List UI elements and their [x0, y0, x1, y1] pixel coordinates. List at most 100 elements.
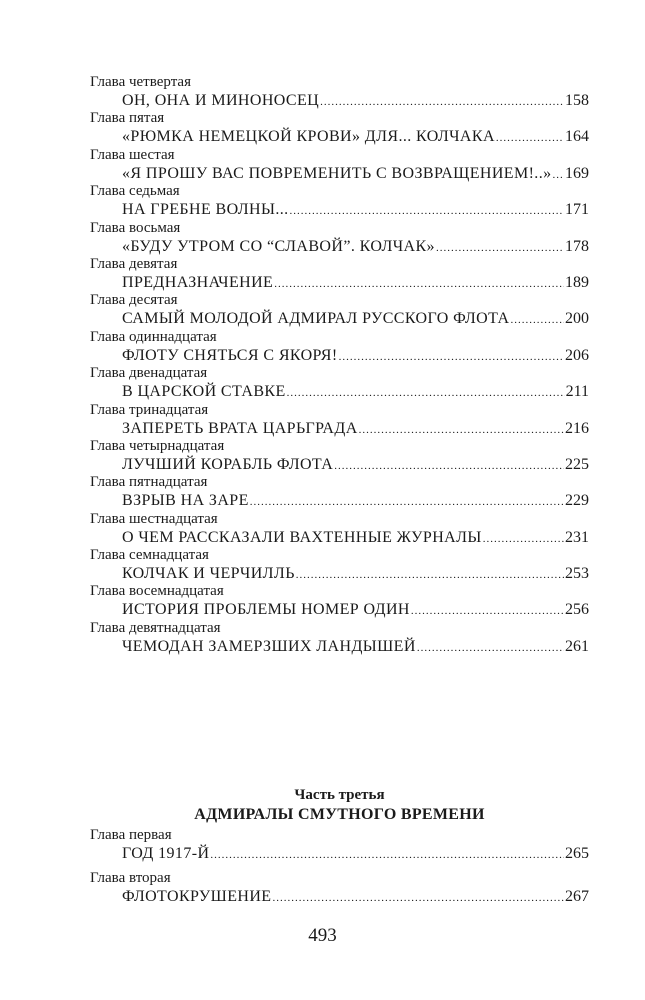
chapter-label: Глава восьмая [90, 219, 181, 236]
chapter-title: ЗАПЕРЕТЬ ВРАТА ЦАРЬГРАДА [122, 419, 358, 437]
dot-leader [334, 456, 564, 475]
chapter-label: Глава пятая [90, 110, 165, 127]
chapter-title: ИСТОРИЯ ПРОБЛЕМЫ НОМЕР ОДИН [122, 601, 410, 619]
chapter-title: ПРЕДНАЗНАЧЕНИЕ [122, 273, 274, 291]
chapter-line: ГОД 1917-Й 265 [122, 844, 589, 864]
dot-leader [290, 201, 564, 220]
chapter-line: «Я ПРОШУ ВАС ПОВРЕМЕНИТЬ С ВОЗВРАЩЕНИЕМ!… [122, 164, 589, 184]
chapter-page: 267 [565, 888, 589, 905]
dot-leader [296, 565, 564, 584]
chapter-line: ВЗРЫВ НА ЗАРЕ 229 [122, 491, 589, 511]
chapter-page: 206 [565, 346, 589, 364]
chapter-label: Глава восемнадцатая [90, 583, 224, 600]
toc-entry: Глава пятая «РЮМКА НЕМЕЦКОЙ КРОВИ» ДЛЯ...… [90, 109, 589, 145]
chapter-page: 189 [565, 273, 589, 291]
dot-leader [417, 638, 564, 657]
chapter-line: ФЛОТОКРУШЕНИЕ 267 [122, 887, 589, 907]
chapter-page: 229 [565, 492, 589, 510]
dot-leader [250, 492, 564, 511]
chapter-line: ПРЕДНАЗНАЧЕНИЕ 189 [122, 273, 589, 293]
dot-leader [287, 383, 565, 402]
chapter-page: 261 [565, 637, 589, 655]
chapter-page: 169 [565, 164, 589, 182]
chapter-line: ЗАПЕРЕТЬ ВРАТА ЦАРЬГРАДА 216 [122, 419, 589, 439]
page-number: 493 [308, 925, 337, 946]
chapter-label: Глава шестнадцатая [90, 510, 218, 527]
dot-leader [510, 310, 564, 329]
chapter-title: «РЮМКА НЕМЕЦКОЙ КРОВИ» ДЛЯ... КОЛЧАКА [122, 128, 495, 146]
chapter-title: КОЛЧАК И ЧЕРЧИЛЛЬ [122, 565, 295, 583]
chapter-line: ЛУЧШИЙ КОРАБЛЬ ФЛОТА 225 [122, 455, 589, 475]
chapter-label: Глава тринадцатая [90, 401, 209, 418]
toc-entry: Глава четвертая ОН, ОНА И МИНОНОСЕЦ 158 [90, 73, 589, 109]
part-label: Часть третья [294, 787, 385, 803]
toc-entry: Глава восьмая «БУДУ УТРОМ СО “СЛАВОЙ”. КО… [90, 219, 589, 255]
dot-leader [272, 888, 564, 907]
chapter-line: ИСТОРИЯ ПРОБЛЕМЫ НОМЕР ОДИН 256 [122, 600, 589, 620]
chapter-line: САМЫЙ МОЛОДОЙ АДМИРАЛ РУССКОГО ФЛОТА 200 [122, 309, 589, 329]
toc-entry: Глава вторая ФЛОТОКРУШЕНИЕ 267 [90, 869, 589, 912]
toc-entry: Глава первая ГОД 1917-Й 265 [90, 826, 589, 869]
dot-leader [483, 529, 564, 548]
chapter-page: 256 [565, 601, 589, 619]
chapter-page: 171 [565, 201, 589, 219]
chapter-label: Глава семнадцатая [90, 547, 209, 564]
dot-leader [436, 238, 564, 257]
chapter-line: В ЦАРСКОЙ СТАВКЕ 211 [122, 382, 589, 402]
chapter-line: КОЛЧАК И ЧЕРЧИЛЛЬ 253 [122, 564, 589, 584]
chapter-page: 231 [565, 528, 589, 546]
dot-leader [320, 92, 564, 111]
toc-entry: Глава девятнадцатая ЧЕМОДАН ЗАМЕРЗШИХ ЛАН… [90, 619, 589, 655]
chapter-title: ГОД 1917-Й [122, 845, 210, 862]
dot-leader [274, 274, 564, 293]
chapter-page: 216 [565, 419, 589, 437]
chapter-page: 200 [565, 310, 589, 328]
chapter-page: 225 [565, 455, 589, 473]
dot-leader [411, 601, 564, 620]
chapter-label: Глава десятая [90, 292, 178, 309]
chapter-title: ФЛОТОКРУШЕНИЕ [122, 888, 272, 905]
chapter-label: Глава первая [90, 827, 172, 843]
toc-entry: Глава одиннадцатая ФЛОТУ СНЯТЬСЯ С ЯКОРЯ!… [90, 328, 589, 364]
chapter-page: 253 [565, 565, 589, 583]
chapter-line: «РЮМКА НЕМЕЦКОЙ КРОВИ» ДЛЯ... КОЛЧАКА 164 [122, 127, 589, 147]
chapter-label: Глава двенадцатая [90, 365, 208, 382]
chapter-page: 265 [565, 845, 589, 862]
chapter-label: Глава четырнадцатая [90, 437, 225, 454]
chapter-line: НА ГРЕБНЕ ВОЛНЫ... 171 [122, 200, 589, 220]
chapter-line: «БУДУ УТРОМ СО “СЛАВОЙ”. КОЛЧАК» 178 [122, 237, 589, 257]
chapter-label: Глава одиннадцатая [90, 328, 217, 345]
chapter-title: В ЦАРСКОЙ СТАВКЕ [122, 383, 286, 401]
dot-leader [339, 347, 564, 366]
chapter-title: ЧЕМОДАН ЗАМЕРЗШИХ ЛАНДЫШЕЙ [122, 637, 416, 655]
chapter-title: САМЫЙ МОЛОДОЙ АДМИРАЛ РУССКОГО ФЛОТА [122, 310, 510, 328]
chapter-label: Глава седьмая [90, 183, 180, 200]
chapter-page: 178 [565, 237, 589, 255]
toc-entry: Глава шестнадцатая О ЧЕМ РАССКАЗАЛИ ВАХТЕ… [90, 510, 589, 546]
chapter-title: ВЗРЫВ НА ЗАРЕ [122, 492, 249, 510]
toc-entry: Глава тринадцатая ЗАПЕРЕТЬ ВРАТА ЦАРЬГРАД… [90, 401, 589, 437]
dot-leader [496, 128, 564, 147]
toc-entry: Глава десятая САМЫЙ МОЛОДОЙ АДМИРАЛ РУССК… [90, 291, 589, 327]
chapter-label: Глава девятая [90, 255, 178, 272]
part-heading: Часть третья АДМИРАЛЫ СМУТНОГО ВРЕМЕНИ [90, 786, 589, 825]
chapter-line: ЧЕМОДАН ЗАМЕРЗШИХ ЛАНДЫШЕЙ 261 [122, 637, 589, 657]
chapter-label: Глава шестая [90, 146, 175, 163]
chapter-title: «БУДУ УТРОМ СО “СЛАВОЙ”. КОЛЧАК» [122, 237, 435, 255]
chapter-label: Глава девятнадцатая [90, 619, 221, 636]
toc-entry: Глава восемнадцатая ИСТОРИЯ ПРОБЛЕМЫ НОМЕ… [90, 582, 589, 618]
chapter-line: ФЛОТУ СНЯТЬСЯ С ЯКОРЯ! 206 [122, 346, 589, 366]
chapter-label: Глава вторая [90, 870, 171, 886]
dot-leader [210, 845, 564, 864]
chapter-page: 211 [565, 383, 589, 401]
chapter-line: О ЧЕМ РАССКАЗАЛИ ВАХТЕННЫЕ ЖУРНАЛЫ 231 [122, 528, 589, 548]
chapter-title: О ЧЕМ РАССКАЗАЛИ ВАХТЕННЫЕ ЖУРНАЛЫ [122, 528, 482, 546]
chapter-page: 164 [565, 128, 589, 146]
chapter-title: «Я ПРОШУ ВАС ПОВРЕМЕНИТЬ С ВОЗВРАЩЕНИЕМ!… [122, 164, 552, 182]
chapter-label: Глава четвертая [90, 74, 191, 90]
